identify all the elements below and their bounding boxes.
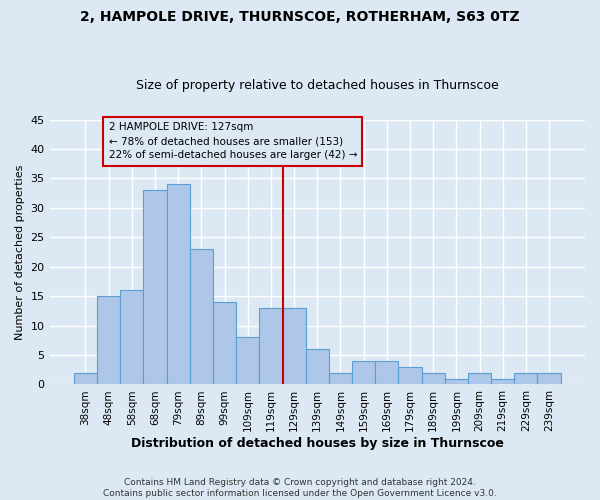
Bar (213, 302, 236, 384)
Bar (236, 338, 259, 384)
Bar (514, 372, 538, 384)
X-axis label: Distribution of detached houses by size in Thurnscoe: Distribution of detached houses by size … (131, 437, 504, 450)
Bar (352, 361, 375, 384)
Y-axis label: Number of detached properties: Number of detached properties (15, 164, 25, 340)
Text: 2, HAMPOLE DRIVE, THURNSCOE, ROTHERHAM, S63 0TZ: 2, HAMPOLE DRIVE, THURNSCOE, ROTHERHAM, … (80, 10, 520, 24)
Bar (143, 190, 167, 384)
Bar (305, 349, 329, 384)
Text: 2 HAMPOLE DRIVE: 127sqm
← 78% of detached houses are smaller (153)
22% of semi-d: 2 HAMPOLE DRIVE: 127sqm ← 78% of detache… (109, 122, 357, 160)
Bar (167, 184, 190, 384)
Bar (468, 372, 491, 384)
Bar (97, 296, 120, 384)
Bar (538, 372, 560, 384)
Bar (329, 372, 352, 384)
Bar (74, 372, 97, 384)
Bar (422, 372, 445, 384)
Bar (398, 367, 422, 384)
Bar (283, 308, 305, 384)
Bar (491, 378, 514, 384)
Bar (445, 378, 468, 384)
Bar (259, 308, 283, 384)
Bar (375, 361, 398, 384)
Bar (120, 290, 143, 384)
Text: Contains HM Land Registry data © Crown copyright and database right 2024.
Contai: Contains HM Land Registry data © Crown c… (103, 478, 497, 498)
Bar (190, 249, 213, 384)
Title: Size of property relative to detached houses in Thurnscoe: Size of property relative to detached ho… (136, 79, 499, 92)
